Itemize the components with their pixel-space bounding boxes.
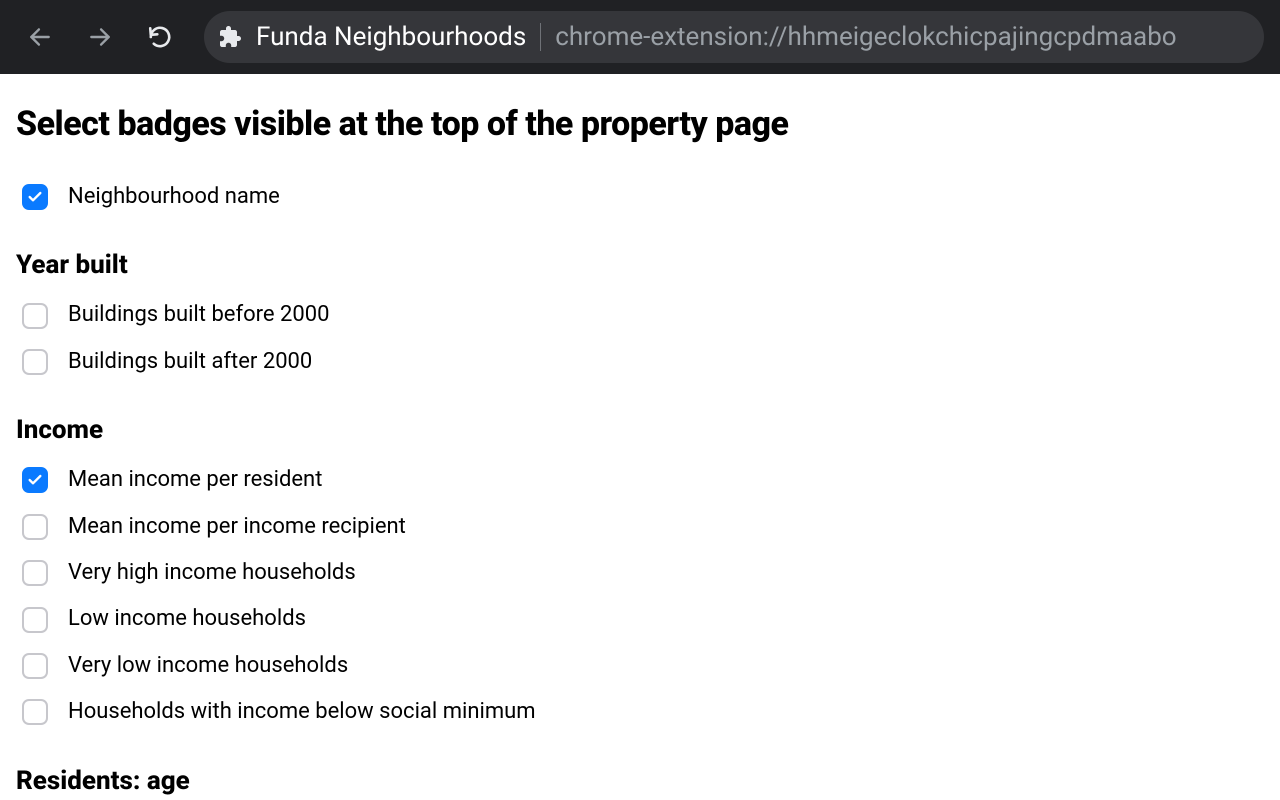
page-url: chrome-extension://hhmeigeclokchicpajing…: [555, 22, 1176, 52]
option-low-income[interactable]: Low income households: [16, 596, 1264, 642]
address-bar-text: Funda Neighbourhoods chrome-extension://…: [256, 22, 1177, 52]
checkbox[interactable]: [22, 349, 48, 375]
checkbox[interactable]: [22, 560, 48, 586]
option-built-after-2000[interactable]: Buildings built after 2000: [16, 339, 1264, 385]
option-label: Very high income households: [68, 560, 356, 586]
back-button[interactable]: [20, 17, 60, 57]
section-heading-income: Income: [16, 415, 1264, 445]
option-label: Households with income below social mini…: [68, 699, 536, 725]
address-separator: [540, 23, 541, 51]
arrow-right-icon: [87, 24, 113, 50]
browser-toolbar: Funda Neighbourhoods chrome-extension://…: [0, 0, 1280, 74]
option-neighbourhood-name[interactable]: Neighbourhood name: [16, 174, 1264, 220]
arrow-left-icon: [27, 24, 53, 50]
option-label: Very low income households: [68, 653, 348, 679]
option-label: Buildings built after 2000: [68, 349, 312, 375]
forward-button[interactable]: [80, 17, 120, 57]
option-built-before-2000[interactable]: Buildings built before 2000: [16, 292, 1264, 338]
reload-button[interactable]: [140, 17, 180, 57]
section-heading-residents-age: Residents: age: [16, 766, 1264, 796]
page-heading: Select badges visible at the top of the …: [16, 104, 1264, 144]
check-icon: [27, 472, 43, 488]
check-icon: [27, 189, 43, 205]
section-heading-year-built: Year built: [16, 250, 1264, 280]
option-label: Neighbourhood name: [68, 184, 280, 210]
option-below-social-minimum[interactable]: Households with income below social mini…: [16, 689, 1264, 735]
checkbox[interactable]: [22, 653, 48, 679]
checkbox[interactable]: [22, 303, 48, 329]
checkbox[interactable]: [22, 699, 48, 725]
option-mean-income-recipient[interactable]: Mean income per income recipient: [16, 504, 1264, 550]
page-content: Select badges visible at the top of the …: [0, 74, 1280, 800]
checkbox[interactable]: [22, 607, 48, 633]
option-label: Buildings built before 2000: [68, 302, 330, 328]
option-very-high-income[interactable]: Very high income households: [16, 550, 1264, 596]
address-bar[interactable]: Funda Neighbourhoods chrome-extension://…: [204, 11, 1264, 63]
option-label: Mean income per income recipient: [68, 514, 406, 540]
page-title-chip: Funda Neighbourhoods: [256, 22, 526, 52]
reload-icon: [147, 24, 173, 50]
checkbox[interactable]: [22, 514, 48, 540]
option-label: Low income households: [68, 606, 306, 632]
checkbox[interactable]: [22, 184, 48, 210]
extension-icon: [218, 25, 242, 49]
option-very-low-income[interactable]: Very low income households: [16, 643, 1264, 689]
checkbox[interactable]: [22, 467, 48, 493]
option-mean-income-resident[interactable]: Mean income per resident: [16, 457, 1264, 503]
option-label: Mean income per resident: [68, 467, 322, 493]
